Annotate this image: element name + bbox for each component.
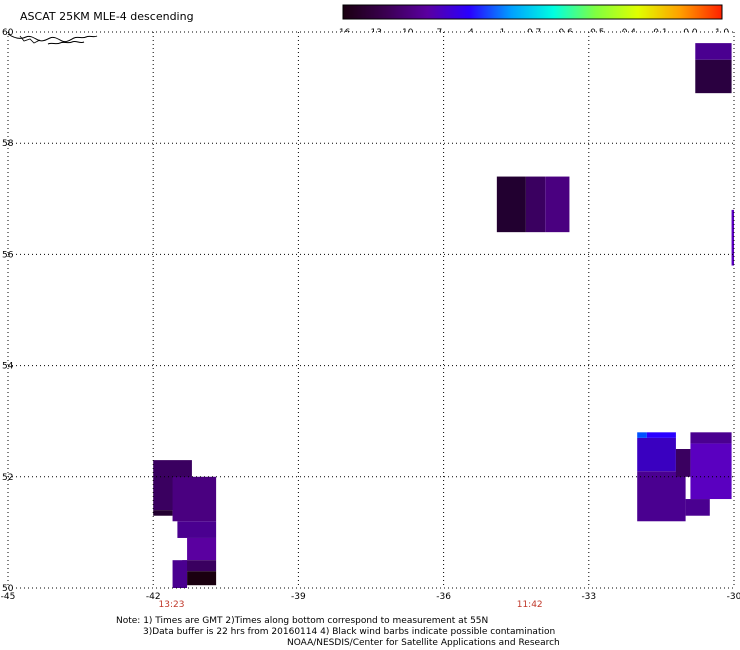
wind-cell: [690, 432, 732, 444]
wind-cell: [646, 432, 676, 438]
latitude-label: 60: [2, 28, 14, 38]
wind-cells: [153, 43, 734, 588]
wind-cell: [525, 176, 546, 233]
wind-cell: [177, 521, 217, 538]
wind-cell: [496, 176, 526, 233]
wind-cell: [637, 432, 647, 438]
pass-time-label: 11:42: [516, 600, 543, 610]
wind-cell: [685, 499, 710, 516]
pass-time-label: 13:23: [158, 600, 185, 610]
longitude-label: -42: [146, 592, 161, 602]
wind-cell: [695, 59, 732, 94]
longitude-label: -30: [727, 592, 740, 602]
wind-cell: [545, 176, 570, 233]
longitude-label: -45: [1, 592, 16, 602]
coastline: [7, 33, 98, 45]
colorbar-gradient: [342, 4, 723, 20]
longitude-label: -39: [291, 592, 306, 602]
wind-cell: [690, 443, 732, 500]
wind-cell: [187, 571, 217, 586]
wind-cell: [153, 510, 173, 516]
map-area: [8, 32, 734, 588]
credit-line: NOAA/NESDIS/Center for Satellite Applica…: [287, 638, 560, 648]
wind-cell: [187, 537, 217, 561]
wind-cell: [695, 43, 732, 60]
latitude-label: 54: [2, 362, 14, 372]
wind-cell: [172, 560, 188, 588]
axis-labels: -45 -42 -39 -36 -33 -30 60 58 56 54 52 50: [1, 28, 740, 602]
wind-cell: [637, 437, 676, 472]
latitude-label: 56: [2, 250, 14, 260]
map-plot: -45 -42 -39 -36 -33 -30 60 58 56 54 52 50: [1, 28, 740, 602]
longitude-label: -36: [436, 592, 451, 602]
wind-cell: [675, 449, 691, 477]
map-title: ASCAT 25KM MLE-4 descending: [20, 10, 194, 23]
note-line-2: 3)Data buffer is 22 hrs from 20160114 4)…: [143, 627, 556, 637]
longitude-label: -33: [581, 592, 596, 602]
wind-cell: [172, 476, 217, 522]
note-line-1: Note: 1) Times are GMT 2)Times along bot…: [116, 616, 489, 626]
latitude-label: 52: [2, 473, 13, 483]
latitude-label: 58: [2, 139, 14, 149]
graticule: [7, 31, 735, 589]
wind-cell: [731, 209, 734, 266]
latitude-label: 50: [2, 584, 14, 594]
wind-cell: [182, 560, 217, 572]
wind-cell: [637, 471, 686, 522]
